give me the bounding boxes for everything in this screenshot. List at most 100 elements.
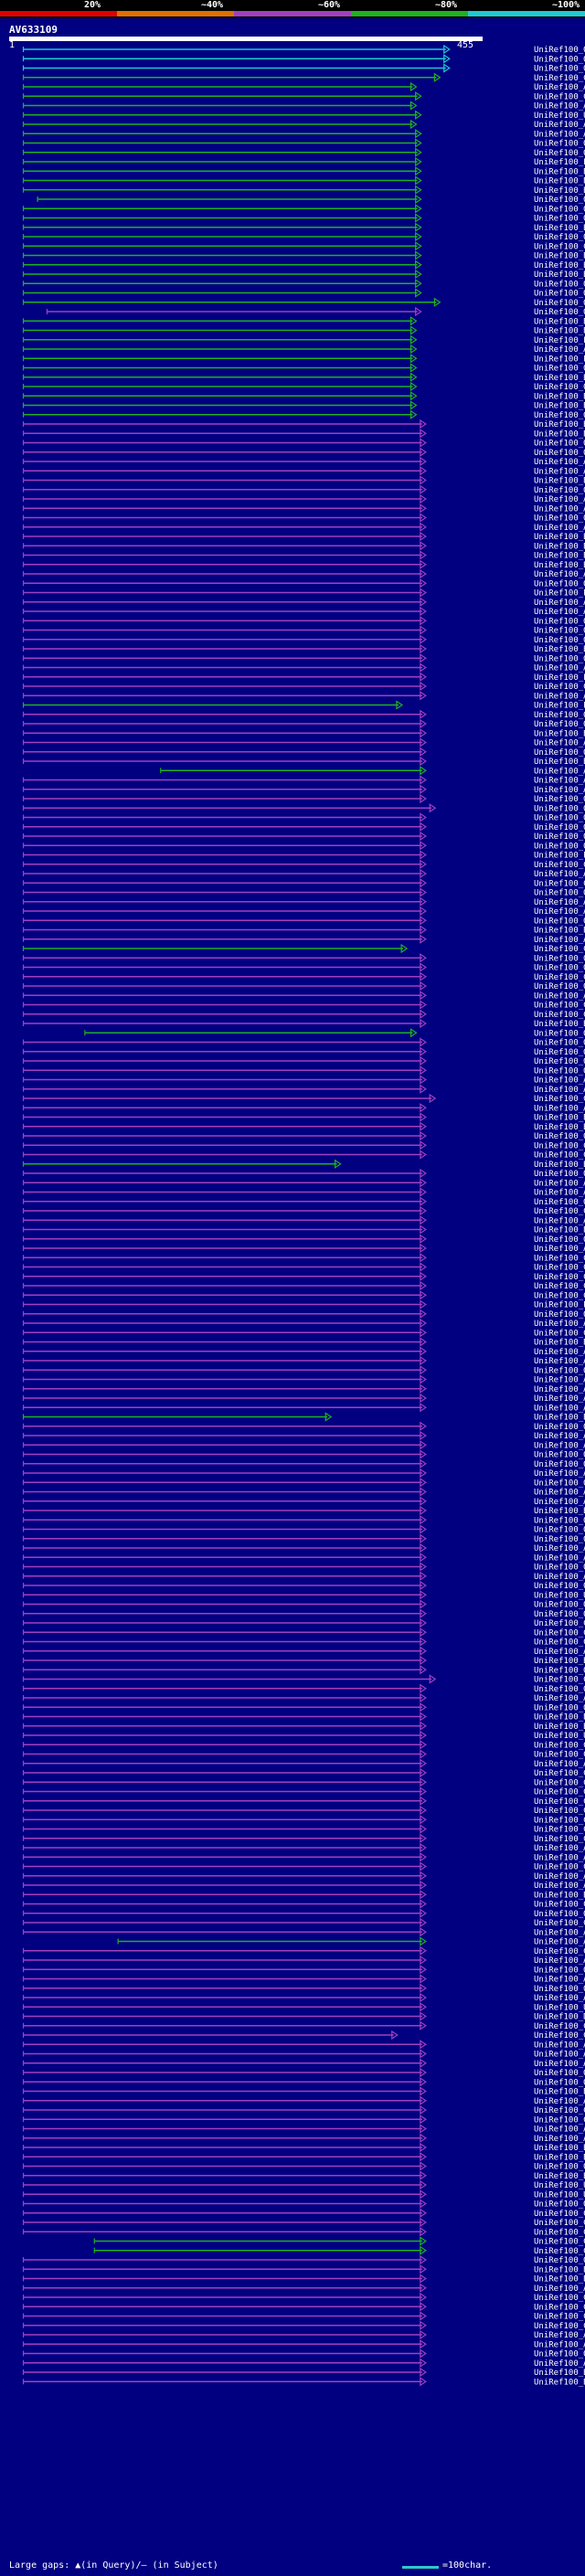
hit-label[interactable]: UniRef100_P12406: [534, 336, 585, 345]
hit-row[interactable]: UniRef100_Q9XF87: [22, 147, 585, 158]
hit-label[interactable]: UniRef100_A4EXA1: [534, 907, 585, 917]
hit-label[interactable]: UniRef100_Q7V280: [534, 449, 585, 458]
hit-row[interactable]: UniRef100_Q8YUN5: [84, 1028, 585, 1038]
hit-row[interactable]: UniRef100_A2BYM7: [22, 568, 585, 579]
hit-row[interactable]: UniRef100_A9LJ91: [22, 1393, 585, 1404]
hit-row[interactable]: UniRef100_P0S437: [22, 1299, 585, 1310]
hit-label[interactable]: UniRef100_C0XAU1: [534, 1282, 585, 1291]
hit-row[interactable]: UniRef100_Q0E2P0: [22, 1599, 585, 1610]
hit-label[interactable]: UniRef100_B7T1R7: [534, 1507, 585, 1516]
hit-label[interactable]: UniRef100_A3S7R4: [534, 1376, 585, 1385]
hit-row[interactable]: UniRef100_Q6ZBK7: [22, 288, 585, 299]
hit-row[interactable]: UniRef100_A4Y190: [22, 1974, 585, 1985]
hit-label[interactable]: UniRef100_A9M605: [534, 1320, 585, 1329]
hit-label[interactable]: UniRef100_C8QN26: [534, 2115, 585, 2125]
hit-label[interactable]: UniRef100_P35010: [534, 702, 585, 711]
hit-row[interactable]: UniRef100_C0B1V6: [22, 2030, 585, 2041]
hit-label[interactable]: UniRef100_UPI000...: [534, 111, 585, 121]
hit-row[interactable]: UniRef100_A4RZW9: [22, 81, 585, 92]
hit-label[interactable]: UniRef100_B9J915: [534, 1161, 585, 1170]
hit-label[interactable]: UniRef100_A6EC18: [534, 2284, 585, 2294]
hit-row[interactable]: UniRef100_Q7VA62: [22, 625, 585, 636]
hit-label[interactable]: UniRef100_C0EWD3: [534, 1291, 585, 1300]
hit-row[interactable]: UniRef100_A3PIB6: [22, 1355, 585, 1366]
hit-label[interactable]: UniRef100_A9SYE0: [534, 102, 585, 111]
hit-label[interactable]: UniRef100_B9SBC4: [534, 1414, 585, 1423]
hit-row[interactable]: UniRef100_B7IG41: [22, 2086, 585, 2097]
hit-label[interactable]: UniRef100_Q3B9V5: [534, 411, 585, 420]
hit-row[interactable]: UniRef100_A2BT26: [22, 493, 585, 504]
hit-label[interactable]: UniRef100_Q94AM5: [534, 1910, 585, 1919]
hit-row[interactable]: UniRef100_C6B5P9: [22, 971, 585, 982]
hit-row[interactable]: UniRef100_B9IGM7: [22, 175, 585, 186]
hit-row[interactable]: UniRef100_Q1QDZ4: [22, 1983, 585, 1994]
hit-label[interactable]: UniRef100_B5IMD3: [534, 1020, 585, 1029]
hit-label[interactable]: UniRef100_Q46J56: [534, 440, 585, 449]
hit-label[interactable]: UniRef100_C4T1R4: [534, 1751, 585, 1760]
hit-label[interactable]: UniRef100_B0JWY0: [534, 317, 585, 326]
hit-label[interactable]: UniRef100_Q6UUR6: [534, 2256, 585, 2265]
hit-row[interactable]: UniRef100_C3U5Z2: [22, 2320, 585, 2331]
hit-label[interactable]: UniRef100_A6DUE1: [534, 2051, 585, 2060]
hit-label[interactable]: UniRef100_C4CV48: [534, 1207, 585, 1216]
hit-row[interactable]: UniRef100_A9ACP0: [22, 2095, 585, 2106]
hit-label[interactable]: UniRef100_A4Y190: [534, 1976, 585, 1985]
hit-row[interactable]: UniRef100_A5GVT3: [22, 934, 585, 945]
hit-label[interactable]: UniRef100_A3J0Q4: [534, 1216, 585, 1225]
hit-label[interactable]: UniRef100_C4S5B9: [534, 1816, 585, 1825]
hit-label[interactable]: UniRef100_B2SCB3: [534, 2369, 585, 2378]
hit-row[interactable]: UniRef100_C1EYU0: [22, 1262, 585, 1273]
hit-row[interactable]: UniRef100_A6EC18: [22, 2283, 585, 2294]
hit-label[interactable]: UniRef100_Q1QDZ4: [534, 1985, 585, 1994]
hit-row[interactable]: UniRef100_C4T1R4: [22, 1749, 585, 1760]
hit-row[interactable]: UniRef100_A6DUE1: [22, 2049, 585, 2060]
hit-row[interactable]: UniRef100_C7HWQ5: [22, 1917, 585, 1928]
hit-row[interactable]: UniRef100_C7YHU9: [93, 2245, 585, 2256]
hit-row[interactable]: UniRef100_C0PG26: [22, 241, 585, 251]
hit-label[interactable]: UniRef100_Q8T7T1: [534, 1048, 585, 1057]
hit-label[interactable]: UniRef100_A3U633: [534, 777, 585, 786]
hit-row[interactable]: UniRef100_A3V2Y9: [22, 1346, 585, 1357]
hit-label[interactable]: UniRef100_Q07299: [534, 215, 585, 224]
hit-row[interactable]: UniRef100_B9KYF6: [22, 559, 585, 570]
hit-row[interactable]: UniRef100_A5WBA6: [22, 1571, 585, 1582]
hit-label[interactable]: UniRef100_C1EYU0: [534, 1264, 585, 1273]
hit-row[interactable]: UniRef100_Q2V5N8: [22, 1580, 585, 1591]
hit-row[interactable]: UniRef100_Q3B9V5: [22, 409, 585, 420]
hit-label[interactable]: UniRef100_B4VTZ8: [534, 392, 585, 401]
hit-row[interactable]: UniRef100_A0TQP3: [22, 691, 585, 701]
hit-label[interactable]: UniRef100_C6CHF4: [534, 2228, 585, 2237]
hit-row[interactable]: UniRef100_B5EY29: [22, 2264, 585, 2274]
hit-row[interactable]: UniRef100_C4RGE9: [22, 1627, 585, 1638]
hit-label[interactable]: UniRef100_B0EFN9: [534, 2144, 585, 2153]
hit-label[interactable]: UniRef100_Q318F2: [534, 617, 585, 626]
hit-row[interactable]: UniRef100_C4L441: [22, 2217, 585, 2228]
hit-row[interactable]: UniRef100_Q39409: [37, 194, 585, 205]
hit-label[interactable]: UniRef100_A6F4J4: [534, 1086, 585, 1095]
hit-row[interactable]: UniRef100_A5GS94: [22, 663, 585, 673]
hit-row[interactable]: UniRef100_B1JFU4: [22, 1890, 585, 1900]
hit-label[interactable]: UniRef100_C1ZFZ0: [534, 1095, 585, 1104]
hit-label[interactable]: UniRef100_A6EYB0: [534, 2125, 585, 2135]
hit-label[interactable]: UniRef100_A8GFQ2: [534, 1844, 585, 1853]
hit-row[interactable]: UniRef100_A6FR90: [22, 1243, 585, 1254]
hit-row[interactable]: UniRef100_C1ZHW0: [22, 1271, 585, 1282]
hit-label[interactable]: UniRef100_A4BNZ7: [534, 1760, 585, 1769]
hit-label[interactable]: UniRef100_C8QYC1: [534, 1788, 585, 1797]
hit-row[interactable]: UniRef100_A3DIM6: [22, 2040, 585, 2050]
hit-row[interactable]: UniRef100_A4BNZ7: [22, 1758, 585, 1769]
hit-row[interactable]: UniRef100_Q4K3H6: [22, 2161, 585, 2172]
hit-row[interactable]: UniRef100_C4U0A7: [22, 1833, 585, 1844]
hit-row[interactable]: UniRef100_C4S5B9: [22, 1815, 585, 1825]
hit-row[interactable]: UniRef100_C3K1E9: [22, 1899, 585, 1910]
hit-label[interactable]: UniRef100_Q1JZD5: [534, 1366, 585, 1375]
hit-row[interactable]: UniRef100_C5V1J7: [22, 878, 585, 888]
hit-label[interactable]: UniRef100_A9RTU2: [534, 121, 585, 130]
hit-label[interactable]: UniRef100_B9IGM7: [534, 177, 585, 186]
hit-row[interactable]: UniRef100_C1MRC3: [22, 72, 585, 83]
hit-label[interactable]: UniRef100_B4ACZ5: [534, 420, 585, 429]
hit-label[interactable]: UniRef100_B8JCY3: [534, 1723, 585, 1732]
hit-row[interactable]: UniRef100_B2SCB3: [22, 2367, 585, 2378]
hit-label[interactable]: UniRef100_A3DIM6: [534, 2041, 585, 2050]
hit-row[interactable]: UniRef100_Q9SS39: [22, 138, 585, 149]
